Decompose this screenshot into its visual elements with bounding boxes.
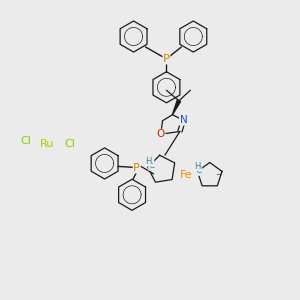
Text: H.: H. [145,157,154,166]
Text: C: C [196,167,202,176]
Text: P: P [163,54,170,64]
Text: Cl: Cl [21,136,32,146]
Text: P: P [133,163,140,173]
Text: ⁻: ⁻ [215,171,221,184]
Text: H: H [194,162,200,171]
Text: O: O [157,129,165,139]
Text: N: N [180,115,187,125]
Text: Ru: Ru [40,139,54,149]
Text: C: C [149,161,155,170]
Text: Cl: Cl [64,139,75,149]
Text: Fe: Fe [179,170,192,180]
Polygon shape [172,100,181,115]
